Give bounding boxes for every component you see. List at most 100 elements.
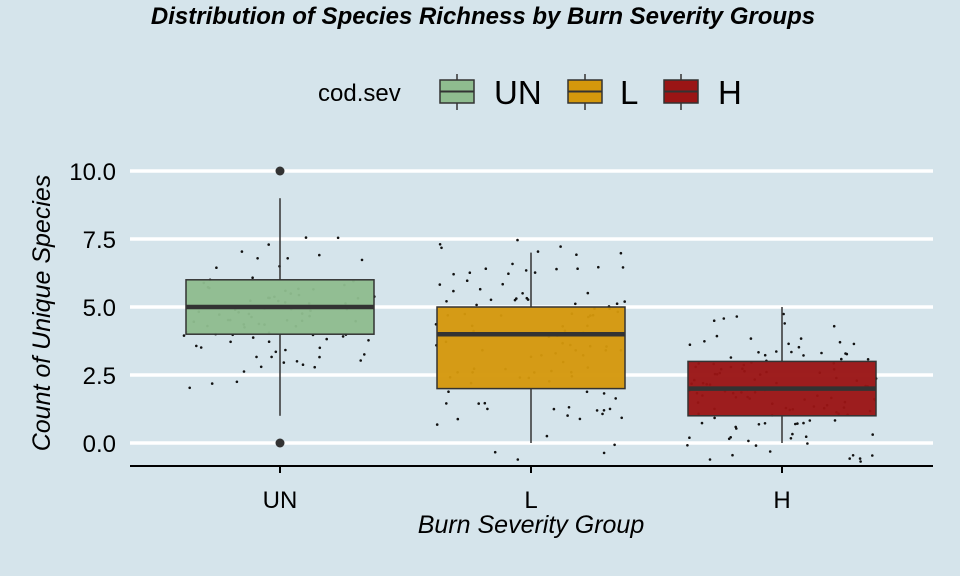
- jitter-point: [871, 433, 874, 436]
- jitter-point: [199, 346, 203, 349]
- jitter-point: [585, 390, 589, 394]
- jitter-point: [820, 351, 823, 355]
- jitter-point: [802, 421, 805, 425]
- box-h: [687, 307, 877, 443]
- jitter-point: [797, 345, 801, 349]
- jitter-point: [524, 269, 528, 272]
- legend-title: cod.sev: [318, 80, 401, 107]
- jitter-point: [318, 355, 321, 359]
- boxes: [185, 166, 877, 448]
- jitter-point: [447, 390, 450, 394]
- jitter-point: [188, 386, 191, 390]
- jitter-point: [515, 297, 518, 300]
- jitter-point: [456, 417, 460, 421]
- jitter-point: [516, 238, 519, 242]
- jitter-point: [240, 250, 244, 253]
- x-tick-label: UN: [263, 487, 298, 514]
- jitter-point: [833, 419, 837, 422]
- jitter-point: [747, 439, 750, 443]
- jitter-point: [511, 262, 514, 266]
- jitter-point: [608, 407, 612, 411]
- jitter-point: [359, 359, 363, 362]
- jitter-point: [477, 402, 481, 405]
- y-tick-label: 10.0: [69, 159, 116, 186]
- jitter-point: [574, 302, 577, 306]
- outlier-point: [275, 166, 285, 176]
- jitter-point: [251, 336, 255, 339]
- y-tick-label: 0.0: [83, 431, 116, 458]
- jitter-point: [489, 298, 493, 302]
- jitter-point: [445, 300, 448, 303]
- jitter-point: [763, 353, 767, 357]
- jitter-point: [274, 350, 278, 354]
- jitter-point: [614, 397, 617, 400]
- jitter-point: [576, 267, 579, 271]
- jitter-point: [468, 271, 472, 275]
- jitter-point: [782, 312, 785, 316]
- jitter-point: [295, 360, 299, 363]
- jitter-point: [435, 423, 439, 426]
- jitter-point: [478, 287, 482, 291]
- jitter-point: [602, 392, 606, 395]
- jitter-point: [727, 437, 731, 441]
- jitter-point: [754, 444, 758, 447]
- jitter-point: [808, 419, 812, 422]
- x-tick-label: L: [524, 487, 537, 514]
- jitter-point: [475, 303, 478, 307]
- jitter-point: [567, 406, 571, 409]
- jitter-point: [195, 344, 198, 348]
- jitter-point: [286, 257, 290, 260]
- jitter-point: [516, 458, 520, 461]
- chart-title: Distribution of Species Richness by Burn…: [151, 3, 815, 30]
- jitter-point: [794, 422, 797, 426]
- jitter-point: [360, 258, 364, 262]
- outlier-point: [275, 438, 285, 448]
- jitter-point: [703, 340, 706, 343]
- jitter-point: [757, 351, 760, 354]
- jitter-point: [235, 380, 239, 384]
- legend-key-un: [439, 74, 475, 110]
- jitter-point: [729, 356, 733, 359]
- y-tick-label: 5.0: [83, 295, 116, 322]
- jitter-point: [242, 370, 246, 373]
- jitter-point: [806, 442, 809, 445]
- jitter-point: [270, 355, 273, 359]
- jitter-point: [768, 450, 772, 453]
- legend-label-l: L: [620, 74, 638, 111]
- jitter-point: [507, 272, 510, 276]
- jitter-point: [838, 340, 842, 344]
- jitter-point: [318, 253, 321, 257]
- jitter-point: [804, 435, 808, 439]
- jitter-point: [251, 276, 254, 280]
- jitter-point: [536, 250, 540, 253]
- jitter-point: [440, 246, 443, 250]
- jitter-point: [757, 423, 761, 426]
- jitter-point: [318, 346, 322, 350]
- jitter-point: [799, 337, 803, 340]
- jitter-point: [783, 322, 786, 325]
- jitter-point: [688, 343, 692, 347]
- jitter-point: [713, 416, 716, 420]
- legend-label-h: H: [718, 74, 742, 111]
- jitter-point: [735, 427, 738, 430]
- jitter-point: [586, 291, 590, 295]
- legend: cod.sev UN L H: [318, 74, 742, 111]
- jitter-point: [601, 412, 604, 416]
- jitter-point: [301, 363, 305, 367]
- jitter-point: [790, 350, 793, 354]
- y-tick-label: 2.5: [83, 363, 116, 390]
- jitter-point: [848, 457, 851, 460]
- jitter-point: [210, 382, 214, 385]
- jitter-point: [791, 432, 794, 436]
- jitter-point: [182, 334, 186, 337]
- box-un: [185, 166, 375, 448]
- jitter-point: [545, 434, 549, 438]
- jitter-point: [615, 302, 619, 306]
- jitter-point: [595, 409, 599, 412]
- jitter-point: [787, 342, 790, 346]
- jitter-point: [452, 289, 455, 293]
- jitter-point: [832, 324, 836, 328]
- jitter-point: [871, 454, 874, 457]
- jitter-point: [623, 300, 626, 303]
